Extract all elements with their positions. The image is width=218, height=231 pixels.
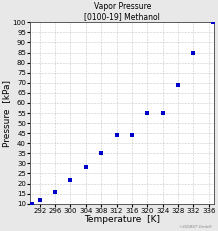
Point: [84, 166, 88, 169]
Point: [192, 51, 195, 54]
Point: [211, 20, 214, 24]
Point: [161, 111, 164, 115]
Point: [30, 202, 34, 206]
Point: [99, 152, 103, 155]
Point: [53, 190, 57, 194]
Point: [176, 83, 180, 87]
Text: ©DDBST GmbH: ©DDBST GmbH: [179, 225, 211, 229]
Point: [145, 111, 149, 115]
Point: [130, 133, 134, 137]
Point: [115, 133, 118, 137]
Y-axis label: Pressure  [kPa]: Pressure [kPa]: [2, 79, 11, 146]
Point: [69, 178, 72, 181]
Point: [38, 198, 41, 202]
Title: Vapor Pressure
[0100-19] Methanol: Vapor Pressure [0100-19] Methanol: [84, 2, 160, 21]
X-axis label: Temperature  [K]: Temperature [K]: [84, 215, 160, 224]
